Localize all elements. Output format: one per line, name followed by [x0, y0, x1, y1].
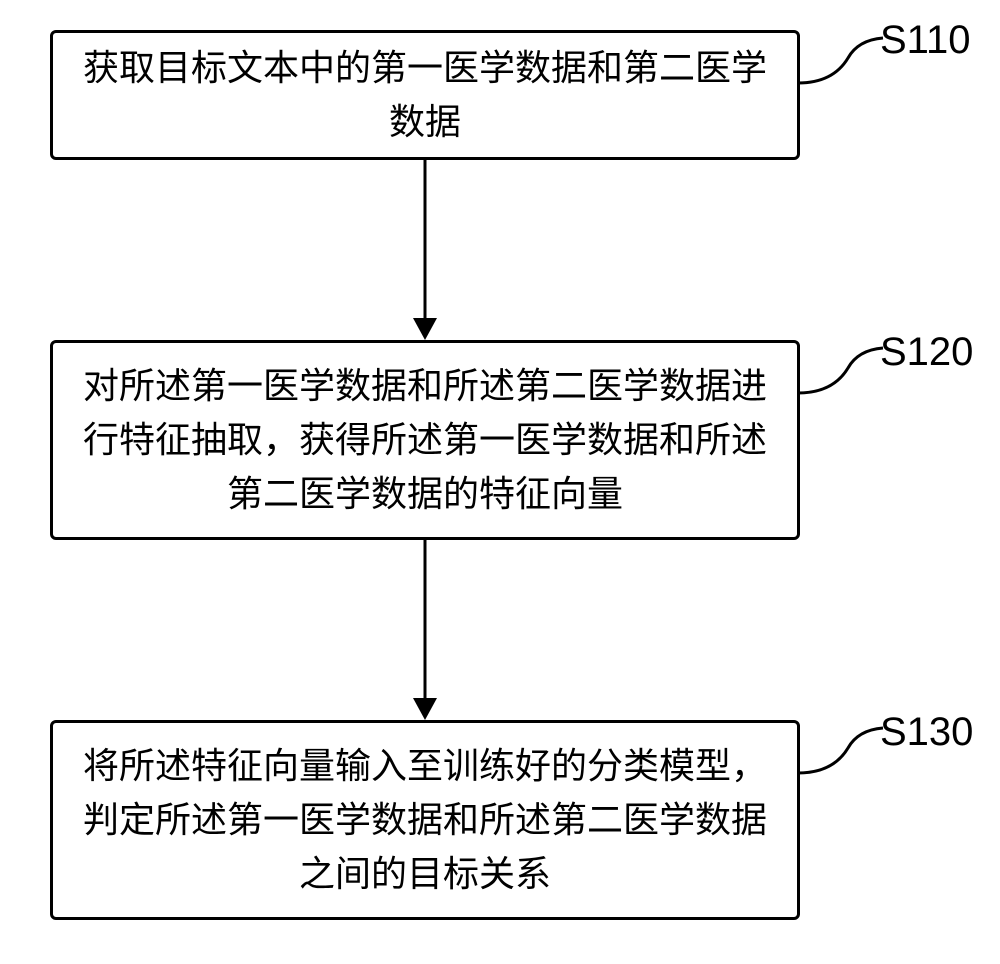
step-label-s120: S120	[880, 330, 973, 375]
label-connector-s110	[798, 28, 888, 98]
label-connector-s120	[798, 338, 888, 408]
step-label-s130: S130	[880, 710, 973, 755]
step-box-s110: 获取目标文本中的第一医学数据和第二医学数据	[50, 30, 800, 160]
arrow-head-icon	[413, 318, 437, 340]
arrow-s120-s130	[413, 540, 437, 720]
arrow-head-icon	[413, 698, 437, 720]
step-text-s120: 对所述第一医学数据和所述第二医学数据进行特征抽取，获得所述第一医学数据和所述第二…	[77, 359, 773, 521]
step-text-s110: 获取目标文本中的第一医学数据和第二医学数据	[77, 41, 773, 149]
step-box-s130: 将所述特征向量输入至训练好的分类模型，判定所述第一医学数据和所述第二医学数据之间…	[50, 720, 800, 920]
step-label-s110: S110	[880, 18, 970, 63]
flowchart-container: 获取目标文本中的第一医学数据和第二医学数据 S110 对所述第一医学数据和所述第…	[0, 0, 1000, 964]
arrow-s110-s120	[413, 160, 437, 340]
step-box-s120: 对所述第一医学数据和所述第二医学数据进行特征抽取，获得所述第一医学数据和所述第二…	[50, 340, 800, 540]
arrow-line	[424, 160, 427, 318]
label-connector-s130	[798, 718, 888, 788]
step-text-s130: 将所述特征向量输入至训练好的分类模型，判定所述第一医学数据和所述第二医学数据之间…	[77, 739, 773, 901]
arrow-line	[424, 540, 427, 698]
